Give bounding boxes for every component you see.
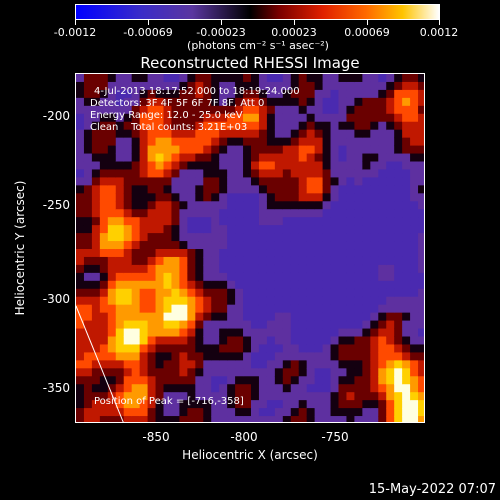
colorbar	[75, 4, 440, 20]
x-tick-label: -750	[321, 430, 349, 444]
render-timestamp: 15-May-2022 07:07	[368, 482, 496, 497]
colorbar-tick	[148, 20, 149, 25]
colorbar-label: -0.0012	[53, 26, 97, 39]
heatmap	[76, 74, 424, 422]
rhessi-image-plot: 4-Jul-2013 18:17:52.000 to 18:19:24.000 …	[75, 73, 425, 423]
colorbar-tick	[294, 20, 295, 25]
x-tick-label: -800	[230, 430, 258, 444]
solar-limb-line	[76, 305, 124, 422]
y-axis-label: Heliocentric Y (arcsec)	[13, 180, 27, 316]
colorbar-label: -0.00023	[196, 26, 246, 39]
info-energy-range: Energy Range: 12.0 - 25.0 keV	[90, 110, 243, 121]
info-clean-counts: Clean Total counts: 3.21E+03	[90, 122, 248, 133]
colorbar-label: 0.00069	[344, 26, 390, 39]
colorbar-tick	[75, 20, 76, 25]
x-tick-label: -850	[142, 430, 170, 444]
y-tick-label: -300	[42, 292, 70, 306]
colorbar-tick	[439, 20, 440, 25]
y-tick-label: -350	[42, 381, 70, 395]
image-title: Reconstructed RHESSI Image	[140, 54, 360, 72]
y-tick-label: -200	[42, 109, 70, 123]
colorbar-label: -0.00069	[123, 26, 173, 39]
colorbar-units: (photons cm⁻² s⁻¹ asec⁻²)	[187, 39, 329, 52]
colorbar-label: 0.00023	[271, 26, 317, 39]
x-axis-label: Heliocentric X (arcsec)	[182, 448, 318, 462]
info-detectors: Detectors: 3F 4F 5F 6F 7F 8F, Att 0	[90, 98, 265, 109]
colorbar-tick	[367, 20, 368, 25]
colorbar-label: 0.0012	[419, 26, 459, 39]
colorbar-tick	[221, 20, 222, 25]
y-tick-label: -250	[42, 198, 70, 212]
info-time-range: 4-Jul-2013 18:17:52.000 to 18:19:24.000	[94, 86, 300, 97]
peak-position: Position of Peak = [-716,-358]	[94, 396, 244, 407]
